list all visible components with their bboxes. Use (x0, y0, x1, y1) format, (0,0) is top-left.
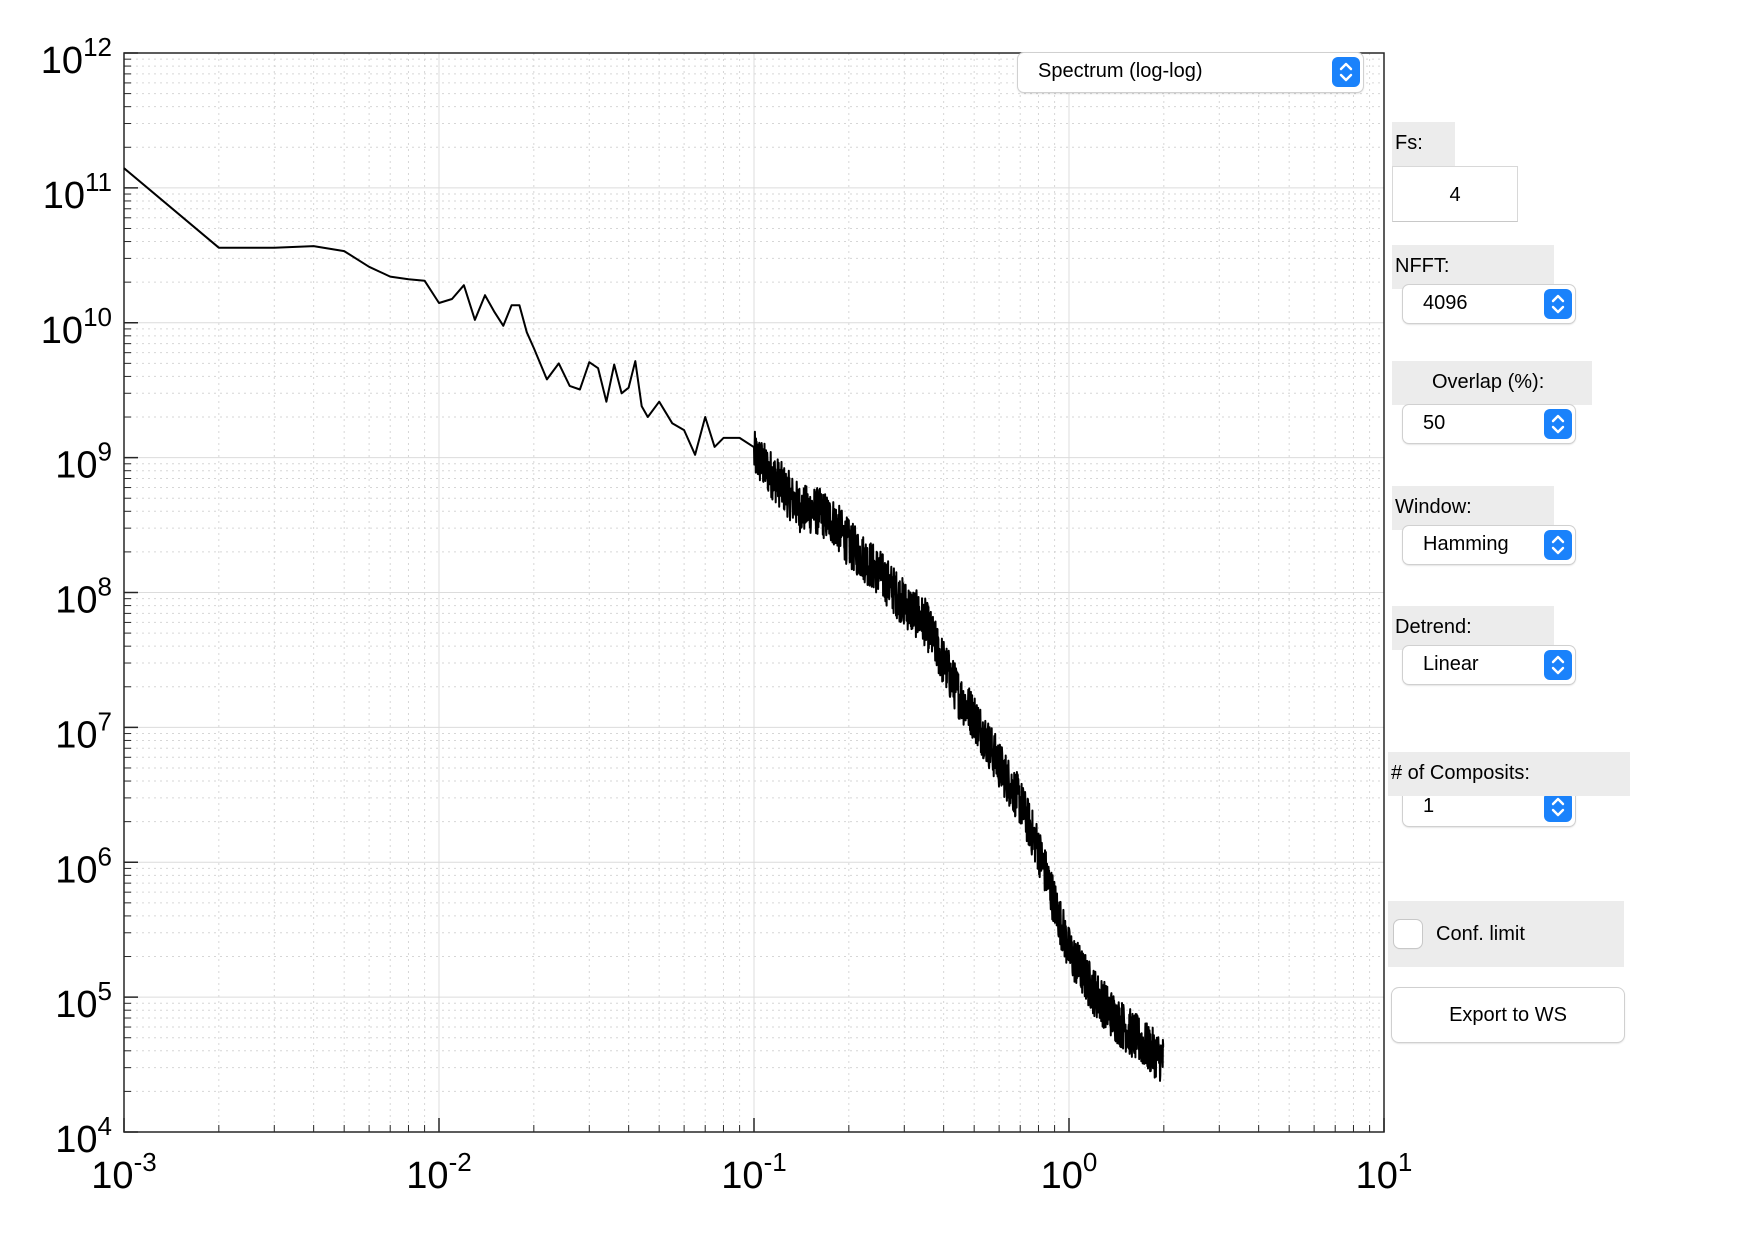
up-down-chevron-icon (1544, 530, 1572, 560)
fs-label: Fs: (1395, 132, 1423, 154)
up-down-chevron-icon (1332, 57, 1360, 87)
composites-label: # of Composits: (1391, 762, 1530, 784)
x-tick-label: 101 (1356, 1147, 1413, 1197)
detrend-value: Linear (1423, 653, 1479, 675)
up-down-chevron-icon (1544, 289, 1572, 319)
window-label: Window: (1395, 496, 1472, 518)
major-grid (123, 52, 1385, 1133)
y-tick-label: 106 (55, 841, 112, 891)
overlap-value: 50 (1423, 412, 1446, 434)
y-tick-label: 107 (55, 706, 112, 756)
x-tick-label: 10-1 (721, 1147, 786, 1197)
y-tick-label: 104 (55, 1111, 112, 1161)
detrend-label: Detrend: (1395, 616, 1472, 638)
plot-type-value: Spectrum (log-log) (1038, 60, 1203, 82)
x-tick-label: 10-2 (406, 1147, 471, 1197)
y-tick-label: 108 (55, 572, 112, 622)
export-to-ws-button[interactable]: Export to WS (1392, 988, 1624, 1042)
up-down-chevron-icon (1544, 409, 1572, 439)
spectrum-series-line (123, 167, 1165, 1082)
fs-value: 4 (1449, 184, 1461, 206)
conf-limit-area: Conf. limit (1388, 901, 1624, 967)
window-label-box: Window: (1392, 486, 1554, 530)
axes-box (123, 52, 1385, 1133)
nfft-label-box: NFFT: (1392, 245, 1554, 289)
x-tick-label: 100 (1041, 1147, 1098, 1197)
y-tick-labels: 104 105 106 107 108 109 1010 1011 1012 (41, 32, 112, 1161)
fs-input[interactable]: 4 (1392, 166, 1518, 222)
y-tick-label: 105 (55, 976, 112, 1026)
up-down-chevron-icon (1544, 650, 1572, 680)
y-tick-label: 1011 (43, 167, 112, 217)
up-down-chevron-icon (1544, 792, 1572, 822)
overlap-label: Overlap (%): (1432, 371, 1545, 393)
x-tick-labels: 10-3 10-2 10-1 100 101 (91, 1147, 1412, 1197)
nfft-value: 4096 (1423, 292, 1468, 314)
overlap-select[interactable]: 50 (1403, 405, 1575, 443)
nfft-label: NFFT: (1395, 255, 1450, 277)
fs-label-box: Fs: (1392, 122, 1455, 166)
conf-limit-label: Conf. limit (1436, 923, 1525, 945)
conf-limit-checkbox[interactable] (1394, 920, 1422, 948)
plot-type-select[interactable]: Spectrum (log-log) (1018, 53, 1363, 92)
overlap-label-box: Overlap (%): (1392, 361, 1592, 405)
export-to-ws-label: Export to WS (1449, 1004, 1567, 1026)
y-tick-label: 109 (55, 437, 112, 487)
detrend-label-box: Detrend: (1392, 606, 1554, 650)
window-select[interactable]: Hamming (1403, 526, 1575, 564)
composites-label-box: # of Composits: (1388, 752, 1630, 796)
y-tick-label: 1010 (41, 302, 112, 352)
composites-value: 1 (1423, 795, 1435, 817)
x-tick-label: 10-3 (91, 1147, 156, 1197)
detrend-select[interactable]: Linear (1403, 646, 1575, 684)
window-value: Hamming (1423, 533, 1509, 555)
nfft-select[interactable]: 4096 (1403, 285, 1575, 323)
y-tick-label: 1012 (41, 32, 112, 82)
